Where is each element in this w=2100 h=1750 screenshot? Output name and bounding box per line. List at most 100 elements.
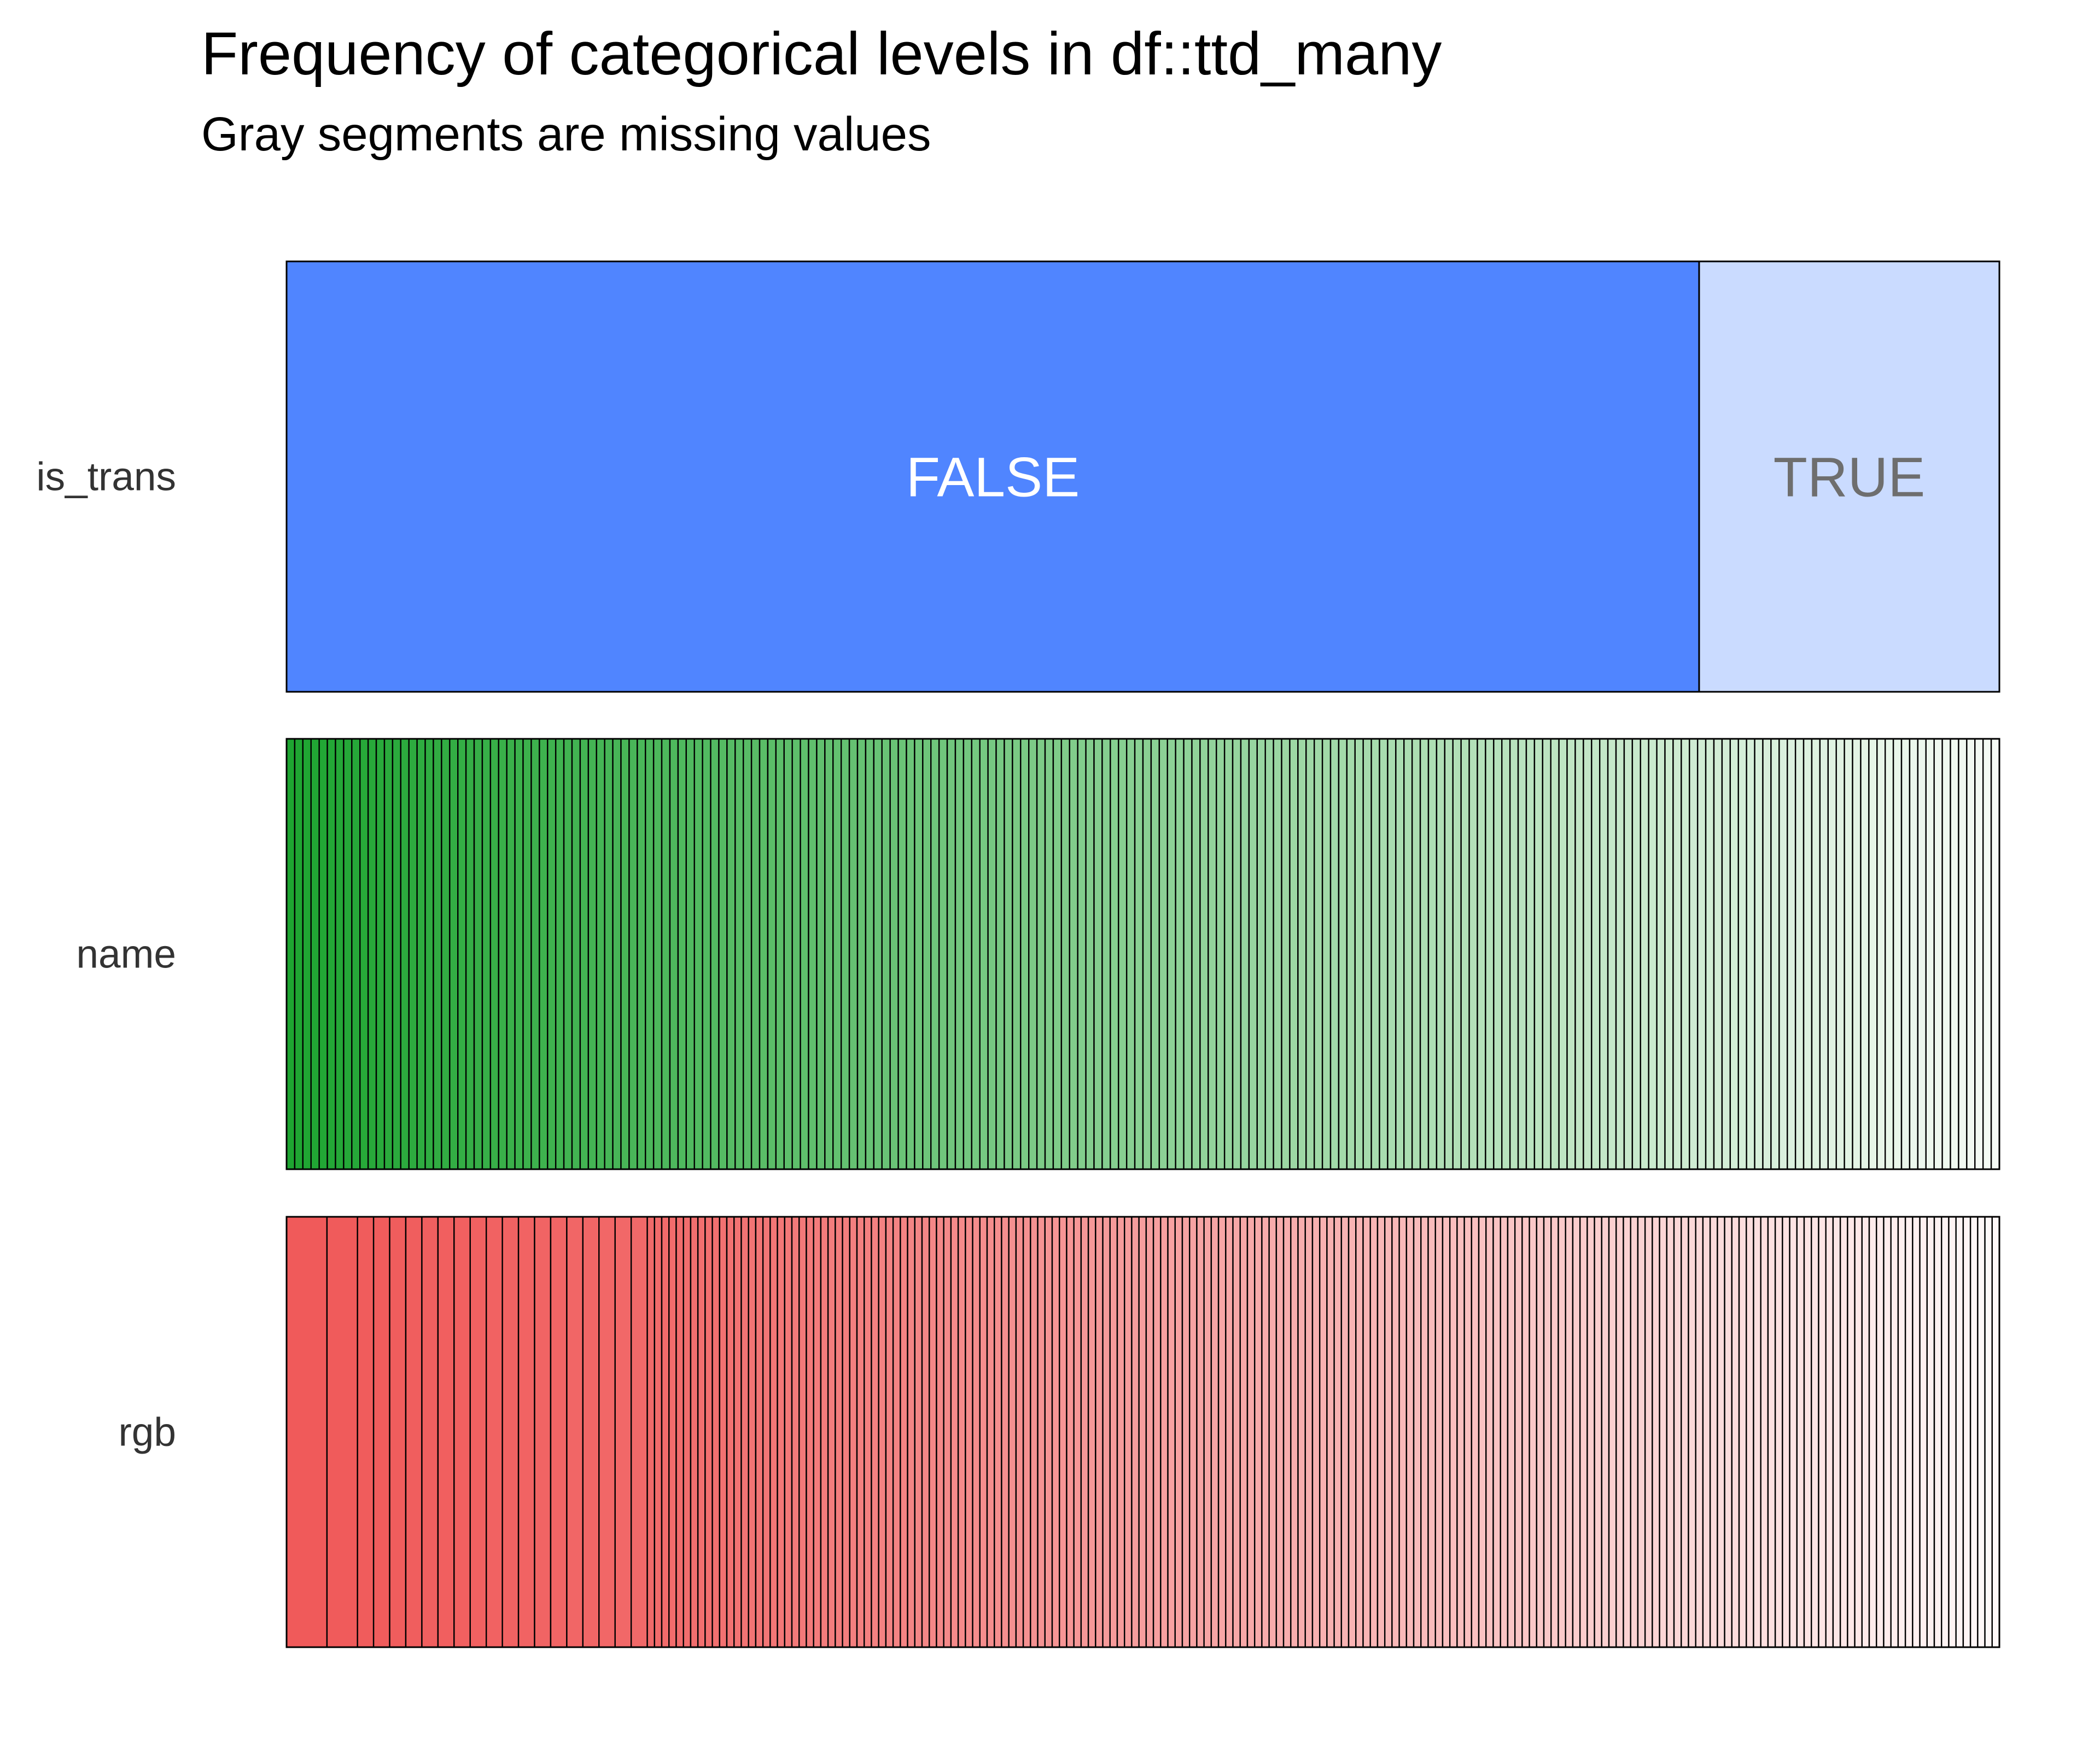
bar-segment-rgb-41 [791, 1216, 800, 1648]
bar-segment-name-2 [294, 738, 304, 1170]
bar-row-rgb: rgb [118, 1216, 2000, 1648]
bar-segment-rgb-92 [1160, 1216, 1169, 1648]
bar-segment-rgb-5 [389, 1216, 407, 1648]
bar-segment-name-5 [318, 738, 328, 1170]
bar-segment-name-36 [571, 738, 581, 1170]
bar-segment-rgb-123 [1384, 1216, 1393, 1648]
bar-segment-rgb-30 [711, 1216, 721, 1648]
bar-segment-name-18 [424, 738, 434, 1170]
bar-segment-rgb-121 [1369, 1216, 1379, 1648]
bar-segment-name-114 [1208, 738, 1217, 1170]
bar-segment-name-104 [1125, 738, 1136, 1170]
bar-segment-name-173 [1689, 738, 1699, 1170]
bar-segment-name-130 [1338, 738, 1348, 1170]
bar-segment-rgb-113 [1311, 1216, 1321, 1648]
bar-segment-name-187 [1802, 738, 1813, 1170]
bar-segment-name-119 [1248, 738, 1258, 1170]
bar-segment-name-149 [1493, 738, 1503, 1170]
bar-segment-name-52 [702, 738, 711, 1170]
bar-segment-name-15 [400, 738, 410, 1170]
bar-segment-name-155 [1542, 738, 1551, 1170]
bar-segment-rgb-98 [1203, 1216, 1212, 1648]
bar-segment-name-48 [669, 738, 679, 1170]
bar-segment-rgb-133 [1456, 1216, 1465, 1648]
bar-segment-rgb-180 [1796, 1216, 1805, 1648]
bar-segment-rgb-19 [614, 1216, 632, 1648]
bar-segment-name-142 [1436, 738, 1446, 1170]
bar-segment-rgb-93 [1167, 1216, 1176, 1648]
bar-segment-name-165 [1623, 738, 1634, 1170]
bar-segment-rgb-128 [1420, 1216, 1429, 1648]
bar-segment-name-37 [579, 738, 590, 1170]
bar-segment-name-157 [1558, 738, 1568, 1170]
bar-segment-name-116 [1223, 738, 1234, 1170]
bar-segment-name-34 [555, 738, 565, 1170]
bar-segment-name-46 [652, 738, 663, 1170]
bar-segment-name-152 [1517, 738, 1527, 1170]
bar-segment-rgb-59 [921, 1216, 930, 1648]
bar-segment-rgb-156 [1623, 1216, 1631, 1648]
bar-segment-name-126 [1305, 738, 1315, 1170]
bar-segment-name-137 [1395, 738, 1405, 1170]
bar-segment-rgb-11 [485, 1216, 503, 1648]
bar-segment-name-138 [1403, 738, 1413, 1170]
bar-segment-name-120 [1256, 738, 1266, 1170]
segment-label-true: TRUE [1774, 446, 1926, 509]
bar-segment-rgb-28 [697, 1216, 706, 1648]
bar-segment-rgb-76 [1044, 1216, 1053, 1648]
bar-segment-name-171 [1672, 738, 1682, 1170]
bar-segment-name-110 [1175, 738, 1185, 1170]
bar-segment-name-210 [1990, 738, 2000, 1170]
bar-segment-rgb-1 [285, 1216, 328, 1648]
bar-segment-rgb-39 [777, 1216, 785, 1648]
bar-segment-name-168 [1648, 738, 1658, 1170]
bar-segment-name-208 [1974, 738, 1984, 1170]
bar-segment-rgb-69 [994, 1216, 1002, 1648]
bar-segment-rgb-126 [1405, 1216, 1415, 1648]
bar-segment-name-113 [1199, 738, 1209, 1170]
bar-segment-rgb-188 [1854, 1216, 1863, 1648]
bar-segment-name-135 [1379, 738, 1389, 1170]
bar-segment-name-102 [1110, 738, 1119, 1170]
bar-segment-name-68 [832, 738, 842, 1170]
bar-segment-name-17 [416, 738, 426, 1170]
bar-segment-rgb-140 [1507, 1216, 1516, 1648]
bar-segment-rgb-27 [690, 1216, 699, 1648]
bar-segment-rgb-120 [1362, 1216, 1371, 1648]
bar-outline-name [285, 738, 2000, 1170]
bar-segment-name-75 [889, 738, 899, 1170]
bar-segment-name-11 [367, 738, 377, 1170]
bar-segment-rgb-95 [1181, 1216, 1191, 1648]
bar-segment-name-89 [1004, 738, 1013, 1170]
bar-segment-name-26 [489, 738, 499, 1170]
bar-segment-name-170 [1664, 738, 1674, 1170]
bar-segment-rgb-49 [849, 1216, 858, 1648]
bar-segment-name-20 [441, 738, 451, 1170]
bar-segment-name-177 [1721, 738, 1731, 1170]
bar-segment-rgb-112 [1304, 1216, 1314, 1648]
bar-segment-name-30 [522, 738, 532, 1170]
bar-segment-name-93 [1036, 738, 1046, 1170]
bar-segment-name-67 [824, 738, 834, 1170]
bar-segment-name-122 [1273, 738, 1282, 1170]
row-label-name: name [76, 932, 176, 977]
bar-segment-name-144 [1452, 738, 1462, 1170]
bar-segment-name-162 [1599, 738, 1609, 1170]
bar-segment-name-44 [637, 738, 646, 1170]
bar-segment-name-41 [612, 738, 622, 1170]
bar-segment-rgb-88 [1131, 1216, 1140, 1648]
bar-segment-rgb-186 [1839, 1216, 1848, 1648]
bar-segment-rgb-138 [1492, 1216, 1501, 1648]
bar-segment-name-8 [343, 738, 353, 1170]
bar-segment-name-4 [310, 738, 320, 1170]
bar-segment-name-136 [1387, 738, 1397, 1170]
bar-segment-name-163 [1607, 738, 1617, 1170]
bar-segment-name-1 [285, 738, 296, 1170]
bar-segment-rgb-165 [1688, 1216, 1696, 1648]
bar-segment-rgb-181 [1803, 1216, 1812, 1648]
bar-segment-name-189 [1819, 738, 1829, 1170]
bar-segment-rgb-197 [1919, 1216, 1928, 1648]
bar-segment-name-200 [1909, 738, 1919, 1170]
bar-segment-name-76 [897, 738, 907, 1170]
bar-segment-rgb-99 [1210, 1216, 1220, 1648]
